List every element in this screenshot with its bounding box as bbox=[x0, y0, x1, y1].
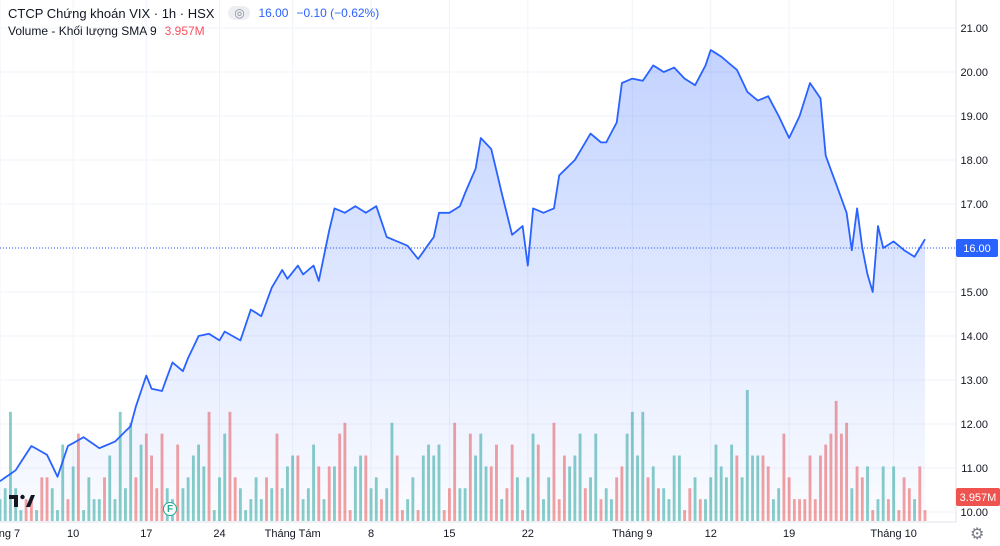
symbol-title[interactable]: CTCP Chứng khoán VIX · 1h · HSX bbox=[8, 5, 215, 21]
eye-off-icon[interactable]: ◎ bbox=[228, 6, 251, 20]
x-tick-label: Tháng Tám bbox=[265, 528, 321, 540]
price-line bbox=[0, 49, 926, 482]
volume-badge-label: 3.957M bbox=[960, 492, 997, 504]
volume-legend-label: Volume - Khối lượng SMA 9 bbox=[8, 24, 157, 38]
last-price-badge-label: 16.00 bbox=[963, 243, 991, 255]
last-price-badge bbox=[956, 239, 998, 257]
x-tick-label: 19 bbox=[783, 528, 795, 540]
last-price: 16.00 bbox=[258, 6, 289, 20]
y-tick-label: 17.00 bbox=[960, 199, 988, 211]
y-tick-label: 18.00 bbox=[960, 155, 988, 167]
price-area-fill bbox=[0, 50, 925, 522]
x-tick-label: Tháng 10 bbox=[870, 528, 916, 540]
x-tick-label: 10 bbox=[67, 528, 79, 540]
x-tick-label: Tháng 7 bbox=[0, 528, 20, 540]
x-tick-label: 17 bbox=[140, 528, 152, 540]
y-tick-label: 21.00 bbox=[960, 23, 988, 35]
volume-legend-row[interactable]: Volume - Khối lượng SMA 9 3.957M bbox=[8, 22, 379, 40]
time-axis[interactable]: Tháng 7 10 17 24 Tháng Tám 8 15 22 Tháng 9 12 19 Th… bbox=[0, 521, 956, 540]
y-tick-label: 12.00 bbox=[960, 419, 988, 431]
y-tick-label: 14.00 bbox=[960, 331, 988, 343]
y-tick-label: 20.00 bbox=[960, 67, 988, 79]
x-tick-label: Tháng 9 bbox=[612, 528, 652, 540]
axis-badges: 16.00 3.957M bbox=[956, 239, 1000, 506]
volume-bar bbox=[9, 411, 12, 521]
y-tick-label: 19.00 bbox=[960, 111, 988, 123]
price-axis[interactable]: 10.00 11.00 12.00 13.00 14.00 15.00 16.00 17.00… bbox=[955, 0, 1000, 546]
x-tick-label: 12 bbox=[705, 528, 717, 540]
y-tick-label: 11.00 bbox=[961, 463, 988, 475]
y-tick-label: 10.00 bbox=[960, 507, 988, 519]
event-marker-icon[interactable]: F bbox=[163, 502, 177, 516]
x-tick-label: 22 bbox=[522, 528, 534, 540]
tradingview-logo-icon[interactable] bbox=[8, 492, 36, 510]
x-tick-label: 8 bbox=[368, 528, 374, 540]
price-change: −0.10 (−0.62%) bbox=[296, 6, 380, 20]
price-legend-row[interactable]: CTCP Chứng khoán VIX · 1h · HSX ◎ 16.00 … bbox=[8, 4, 379, 22]
price-axis-bg bbox=[956, 0, 1000, 546]
price-area bbox=[0, 49, 926, 522]
x-tick-label: 15 bbox=[443, 528, 455, 540]
x-tick-label: 24 bbox=[213, 528, 225, 540]
volume-badge bbox=[956, 488, 1000, 506]
chart-legend: CTCP Chứng khoán VIX · 1h · HSX ◎ 16.00 … bbox=[8, 4, 379, 40]
y-tick-label: 15.00 bbox=[960, 287, 988, 299]
volume-legend-value: 3.957M bbox=[164, 24, 205, 38]
y-tick-label: 13.00 bbox=[960, 375, 988, 387]
gear-icon[interactable]: ⚙ bbox=[970, 526, 985, 543]
